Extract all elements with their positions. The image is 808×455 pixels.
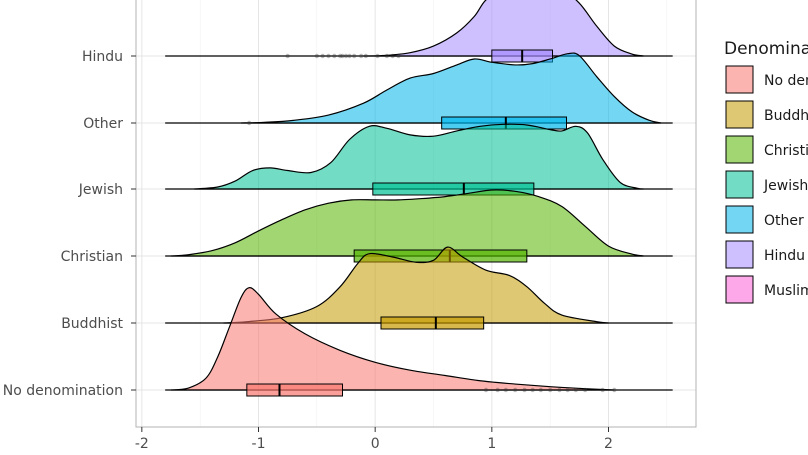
- legend-label: Hindu: [764, 248, 805, 264]
- y-tick-label: No denomination: [3, 383, 123, 399]
- outlier-point: [538, 387, 544, 393]
- legend-label: Buddhi: [764, 108, 808, 124]
- outlier-point: [390, 53, 395, 59]
- legend-key: [725, 135, 754, 164]
- y-axis: No denomination Buddhist Christian Jewish Ot…: [3, 49, 136, 399]
- density-area: [240, 52, 662, 124]
- outlier-point: [343, 53, 349, 59]
- outlier-point: [512, 387, 518, 393]
- outlier-point: [326, 53, 331, 59]
- legend-label: Christi: [764, 143, 808, 159]
- series-group: [165, 0, 673, 397]
- legend-key: [725, 240, 754, 269]
- outlier-point: [565, 387, 570, 393]
- outlier-point: [503, 387, 509, 393]
- x-tick-label: 1: [487, 436, 496, 452]
- outlier-point: [340, 53, 345, 59]
- y-tick-label: Buddhist: [61, 316, 123, 332]
- density-area: [363, 0, 644, 57]
- outlier-point: [483, 387, 489, 393]
- y-tick-label: Christian: [61, 249, 123, 265]
- outlier-point: [547, 387, 553, 393]
- y-tick-label: Hindu: [82, 49, 123, 65]
- outlier-point: [246, 120, 252, 126]
- x-tick-label: -2: [135, 436, 149, 452]
- legend-title: Denomina: [724, 39, 808, 59]
- outlier-point: [557, 387, 562, 393]
- series-other: [165, 52, 673, 130]
- outlier-point: [530, 387, 535, 393]
- density-area: [170, 287, 615, 391]
- outlier-point: [351, 53, 357, 59]
- outlier-point: [573, 387, 579, 393]
- panel-border: [135, 0, 697, 428]
- box: [380, 316, 485, 330]
- outlier-point: [495, 387, 500, 393]
- legend-key: [725, 65, 754, 94]
- outlier-point: [612, 387, 617, 393]
- legend-key: [725, 205, 754, 234]
- outlier-point: [384, 53, 390, 59]
- series-hindu: [165, 0, 673, 63]
- outlier-point: [314, 53, 320, 59]
- density-area: [194, 123, 644, 190]
- series-no-denomination: [165, 287, 673, 397]
- y-tick-label: Jewish: [78, 182, 123, 198]
- legend: Denomina No den Buddhi Christi Jewish Other Hi…: [724, 39, 808, 304]
- y-tick-label: Other: [83, 116, 123, 132]
- x-tick-label: 0: [371, 436, 380, 452]
- outlier-point: [363, 53, 369, 59]
- legend-key: [725, 100, 754, 129]
- outlier-point: [337, 53, 343, 59]
- x-axis: -2 -1 0 1 2: [135, 427, 613, 452]
- outlier-point: [375, 53, 380, 59]
- outlier-point: [358, 53, 364, 59]
- outlier-point: [332, 53, 337, 59]
- outlier-point: [285, 53, 290, 59]
- legend-key: [725, 275, 754, 304]
- outlier-point: [320, 53, 325, 59]
- legend-key: [725, 170, 754, 199]
- box: [246, 383, 343, 397]
- series-christian: [165, 189, 673, 263]
- outlier-point: [522, 387, 527, 393]
- outlier-point: [347, 53, 352, 59]
- legend-label: Other: [764, 213, 804, 229]
- series-jewish: [165, 123, 673, 196]
- x-tick-label: -1: [252, 436, 266, 452]
- outlier-point: [396, 53, 401, 59]
- density-area: [223, 246, 609, 324]
- legend-label: Jewish: [763, 178, 808, 194]
- density-area: [170, 189, 644, 257]
- outlier-point: [600, 387, 605, 393]
- legend-label: No den: [764, 73, 808, 89]
- legend-label: Muslim: [764, 283, 808, 299]
- outlier-point: [582, 387, 588, 393]
- x-tick-label: 2: [604, 436, 613, 452]
